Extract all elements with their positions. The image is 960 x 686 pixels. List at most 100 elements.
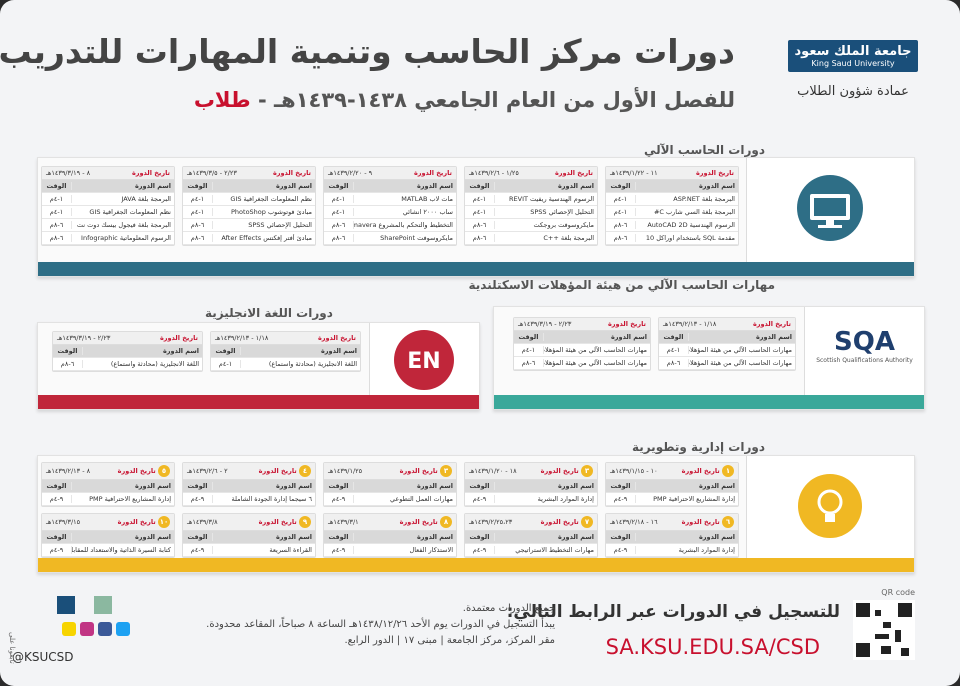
course-time: ٦-٨م [659,359,689,367]
notes: جميع الدورات معتمدة. يبدأ التسجيل في الدو… [206,603,555,651]
course-card: ٨ تاريخ الدورة ١٤٣٩/٣/١هـ اسم الدورة الوقت ا… [323,513,457,558]
name-header: اسم الدورة [698,482,735,490]
register-url[interactable]: SA.KSU.EDU.SA/CSD [605,635,820,659]
date: ١٨ - ١٤٣٩/١/٢٠هـ [469,467,517,475]
name-header: اسم الدورة [698,182,735,190]
date: ١٤٣٩/٣/١هـ [328,518,359,526]
card-header: تاريخ الدورة ٢/٢٣ - ١٤٣٩/٣/١٩هـ [53,332,202,345]
date-label-wrap: ١ تاريخ الدورة [682,465,734,477]
stripe [38,558,914,572]
name-header: اسم الدورة [610,333,647,341]
card-header: تاريخ الدورة ٢/٢٣ - ١٤٣٩/٣/١٩هـ [514,318,650,331]
course-row: مبادئ فوتوشوب PhotoShop ١-٤م [183,206,315,219]
name-header: اسم الدورة [557,182,594,190]
course-name: مهارات الحاسب الآلي من هيئة المؤهلات الا… [689,359,792,367]
card-header: ٤ تاريخ الدورة ٢ - ١٤٣٩/٢/٦هـ [183,463,315,480]
course-card: ١ تاريخ الدورة ١٠ - ١٤٣٩/١/١٥هـ اسم الدورة… [605,462,739,507]
course-card: ٧ تاريخ الدورة ١٤٣٩/٢/٢٥،٢٣هـ اسم الدورة ال… [464,513,598,558]
time-header: الوقت [211,347,241,355]
course-time: ١-٤م [606,195,636,203]
card-header: تاريخ الدورة ٨ - ١٤٣٩/٣/١٩هـ [42,167,174,180]
course-row: نظم المعلومات الجغرافية GIS ١-٤م [183,193,315,206]
course-time: ٩-٤م [324,546,354,554]
course-name: كتابة السيرة الذاتية والاستعداد للمقابلة… [72,546,171,554]
time-header: الوقت [606,182,636,190]
date: ١٦ - ١٤٣٩/٢/١٨هـ [610,518,658,526]
card-header: ٧ تاريخ الدورة ١٤٣٩/٢/٢٥،٢٣هـ [465,514,597,531]
course-card: تاريخ الدورة ٢/٢٣ - ١٤٣٩/٣/١٩هـ اسم الدورة… [52,331,203,372]
date-label-wrap: ١٠ تاريخ الدورة [118,516,170,528]
date-label: تاريخ الدورة [159,334,198,342]
course-name: مهارات الحاسب الآلي من هيئة المؤهلات الا… [544,359,647,367]
date-label: تاريخ الدورة [131,169,170,177]
sqa-caption: Scottish Qualifications Authority [816,357,913,364]
course-name: الاستذكار الفعال [409,546,453,554]
course-name: التحليل الإحصائي SPSS [248,221,312,229]
logo: جامعة الملك سعود King Saud University عم… [788,40,918,99]
course-card: تاريخ الدورة ١/١٨ - ١٤٣٩/٢/١٣هـ اسم الدورة… [658,317,796,371]
course-card: ٩ تاريخ الدورة ١٤٣٩/٣/٨هـ اسم الدورة الوقت ا… [182,513,316,558]
course-time: ١-٤م [183,208,213,216]
card-number: ١٠ [158,516,170,528]
table-header: اسم الدورة الوقت [53,345,202,358]
card-header: تاريخ الدورة ٢/٢٣ - ١٤٣٩/٣/٥هـ [183,167,315,180]
date: ١٤٣٩/٢/٢٥،٢٣هـ [469,518,513,526]
admin-panel: ١ تاريخ الدورة ١٠ - ١٤٣٩/١/١٥هـ اسم الدورة… [37,455,915,573]
table-header: اسم الدورة الوقت [606,480,738,493]
name-header: اسم الدورة [320,347,357,355]
date-label: تاريخ الدورة [413,169,452,177]
stripe [38,395,479,409]
course-row: نظم المعلومات الجغرافية GIS ١-٤م [42,206,174,219]
course-name: البرمجة بلغة JAVA [121,195,171,203]
time-header: الوقت [183,182,213,190]
date-label: تاريخ الدورة [540,467,579,475]
date-label-wrap: ٨ تاريخ الدورة [400,516,452,528]
cards: تاريخ الدورة ١/١٨ - ١٤٣٩/٢/١٣هـ اسم الدورة… [513,317,796,371]
course-name: نظم المعلومات الجغرافية GIS [89,208,171,216]
date-label-wrap: ٦ تاريخ الدورة [682,516,734,528]
card-header: تاريخ الدورة ١١ - ١٤٣٩/١/٢٢هـ [606,167,738,180]
date: ١٤٣٩/٣/٨هـ [187,518,218,526]
computer-panel: تاريخ الدورة ١١ - ١٤٣٩/١/٢٢هـ اسم الدورة ال… [37,157,915,277]
course-time: ٦-٨م [465,234,495,242]
name-header: اسم الدورة [416,482,453,490]
table-header: اسم الدورة الوقت [42,480,174,493]
date-label-wrap: تاريخ الدورة [160,334,198,342]
course-card: ١٠ تاريخ الدورة ١٤٣٩/٣/١٥هـ اسم الدورة الوق… [41,513,175,558]
course-name: نظم المعلومات الجغرافية GIS [230,195,312,203]
course-time: ٩-٤م [183,546,213,554]
course-name: البرمجة بلغة السي شارب C# [653,208,735,216]
course-name: البرمجة بلغة ++C [543,234,594,242]
course-row: الاستذكار الفعال ٩-٤م [324,544,456,557]
date: ١٤٣٩/٣/١٥هـ [46,518,81,526]
card-header: تاريخ الدورة ١/١٨ - ١٤٣٩/٢/١٣هـ [211,332,360,345]
date-label-wrap: تاريخ الدورة [753,320,791,328]
course-row: مات لاب MATLAB ١-٤م [324,193,456,206]
name-header: اسم الدورة [162,347,199,355]
course-name: البرمجة بلغة فيجول بيسك دوت نت [76,221,171,229]
course-card: تاريخ الدورة ٢/٢٣ - ١٤٣٩/٣/٥هـ اسم الدورة ا… [182,166,316,246]
course-row: البرمجة بلغة فيجول بيسك دوت نت ٦-٨م [42,219,174,232]
table-header: اسم الدورة الوقت [606,180,738,193]
university-en: King Saud University [811,59,895,68]
table-header: اسم الدورة الوقت [324,180,456,193]
date: ١/١٨ - ١٤٣٩/٢/١٣هـ [663,320,717,328]
time-header: الوقت [659,333,689,341]
course-time: ٩-٤م [606,546,636,554]
course-time: ٩-٤م [324,495,354,503]
course-card: ٦ تاريخ الدورة ١٦ - ١٤٣٩/٢/١٨هـ اسم الدورة… [605,513,739,558]
note: يبدأ التسجيل في الدورات يوم الأحد ١٤٣٨/١… [206,619,555,630]
card-header: ١ تاريخ الدورة ١٠ - ١٤٣٩/١/١٥هـ [606,463,738,480]
date: ٩ - ١٤٣٩/٢/٢٠هـ [328,169,373,177]
course-time: ٦-٨م [183,234,213,242]
time-header: الوقت [514,333,544,341]
date-label-wrap: تاريخ الدورة [318,334,356,342]
course-row: البرمجة بلغة السي شارب C# ١-٤م [606,206,738,219]
date: ١/٢٥ - ١٤٣٩/٢/٦هـ [469,169,519,177]
course-name: مهارات الحاسب الآلي من هيئة المؤهلات الا… [689,346,792,354]
date-label-wrap: ٤ تاريخ الدورة [259,465,311,477]
audience: طلاب [193,88,251,112]
card-header: تاريخ الدورة ٩ - ١٤٣٩/٢/٢٠هـ [324,167,456,180]
stripe [38,262,914,276]
date-label-wrap: تاريخ الدورة [555,169,593,177]
